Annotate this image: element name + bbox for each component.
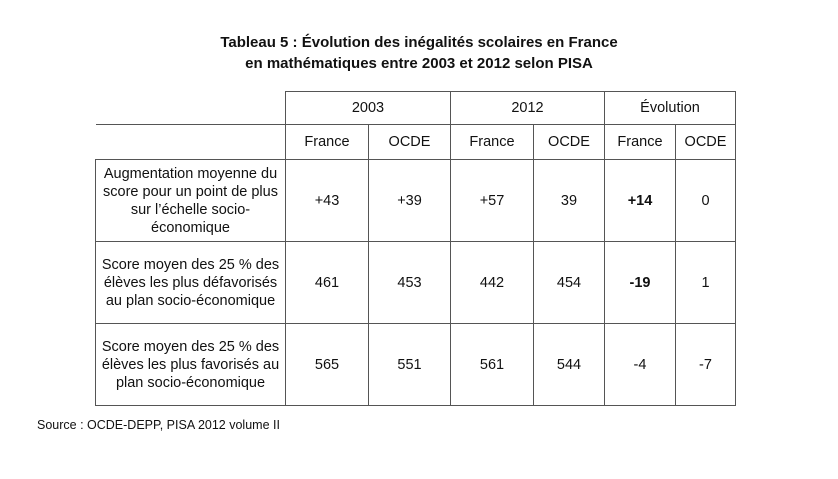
table-row: Score moyen des 25 % des élèves les plus… bbox=[95, 323, 736, 406]
corner-cell bbox=[95, 91, 286, 125]
value-cell: 561 bbox=[450, 323, 534, 406]
table-title-line-1: Tableau 5 : Évolution des inégalités sco… bbox=[220, 34, 618, 51]
header-row-zones: France OCDE France OCDE France OCDE bbox=[95, 124, 736, 160]
corner-cell bbox=[95, 124, 286, 160]
value-cell: +14 bbox=[604, 159, 676, 242]
value-cell: 39 bbox=[533, 159, 605, 242]
source-note: Source : OCDE-DEPP, PISA 2012 volume II bbox=[37, 418, 280, 432]
table-title: Tableau 5 : Évolution des inégalités sco… bbox=[0, 32, 838, 74]
row-label: Augmentation moyenne du score pour un po… bbox=[95, 159, 286, 242]
value-cell: +39 bbox=[368, 159, 451, 242]
table-row: Score moyen des 25 % des élèves les plus… bbox=[95, 241, 736, 324]
subheader-cell: France bbox=[285, 124, 369, 160]
subheader-cell: France bbox=[604, 124, 676, 160]
value-cell: 551 bbox=[368, 323, 451, 406]
value-cell: +57 bbox=[450, 159, 534, 242]
value-cell: -4 bbox=[604, 323, 676, 406]
subheader-cell: OCDE bbox=[675, 124, 736, 160]
value-cell: 544 bbox=[533, 323, 605, 406]
header-2003: 2003 bbox=[285, 91, 451, 125]
header-evolution: Évolution bbox=[604, 91, 736, 125]
row-label: Score moyen des 25 % des élèves les plus… bbox=[95, 241, 286, 324]
value-cell: -19 bbox=[604, 241, 676, 324]
header-row-years: 2003 2012 Évolution bbox=[95, 91, 736, 125]
value-cell: 442 bbox=[450, 241, 534, 324]
header-2012: 2012 bbox=[450, 91, 605, 125]
value-cell: +43 bbox=[285, 159, 369, 242]
value-cell: 0 bbox=[675, 159, 736, 242]
value-cell: -7 bbox=[675, 323, 736, 406]
table-row: Augmentation moyenne du score pour un po… bbox=[95, 159, 736, 242]
row-label: Score moyen des 25 % des élèves les plus… bbox=[95, 323, 286, 406]
subheader-cell: France bbox=[450, 124, 534, 160]
value-cell: 565 bbox=[285, 323, 369, 406]
value-cell: 461 bbox=[285, 241, 369, 324]
value-cell: 1 bbox=[675, 241, 736, 324]
value-cell: 454 bbox=[533, 241, 605, 324]
subheader-cell: OCDE bbox=[533, 124, 605, 160]
value-cell: 453 bbox=[368, 241, 451, 324]
inequality-table: 2003 2012 Évolution France OCDE France O… bbox=[95, 91, 736, 406]
subheader-cell: OCDE bbox=[368, 124, 451, 160]
table-title-line-2: en mathématiques entre 2003 et 2012 selo… bbox=[245, 55, 593, 72]
